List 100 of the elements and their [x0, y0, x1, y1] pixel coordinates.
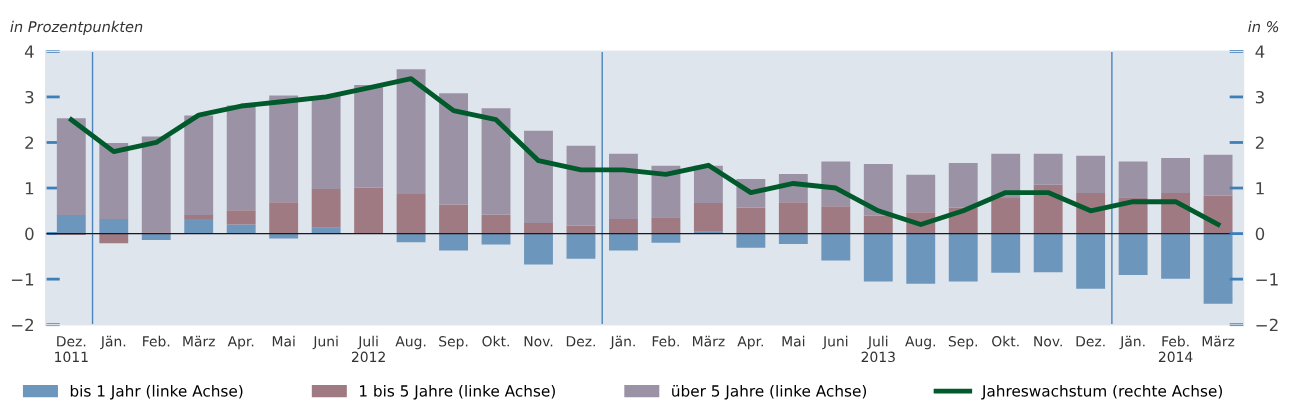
x-tick-label: Feb. — [143, 335, 170, 347]
x-tick-label: Aug. — [395, 336, 426, 350]
bar — [609, 153, 638, 220]
bar — [736, 233, 766, 248]
x-tick-label: März — [183, 335, 215, 347]
y2-tick-label: 1 — [1256, 182, 1264, 195]
bar — [863, 233, 893, 282]
y-tick-label: −2 — [11, 318, 34, 332]
bar — [778, 202, 808, 234]
x-tick-label: Feb. — [652, 335, 679, 347]
x-tick-label: Nov. — [524, 336, 553, 347]
x-tick-label: Dez. — [566, 336, 595, 347]
bar — [99, 142, 129, 220]
bar — [481, 108, 511, 215]
bar — [141, 233, 171, 240]
x-tick-label: Jän. — [100, 335, 126, 350]
bar — [439, 93, 468, 205]
bar — [1118, 161, 1148, 198]
x-tick-label: März — [693, 335, 725, 347]
x-tick-label: Dez. 1011 — [55, 336, 88, 363]
legend-label: Jahreswachstum (rechte Achse) — [981, 384, 1222, 400]
bar — [863, 163, 893, 216]
bar — [524, 233, 553, 265]
x-tick-label: Sep. — [948, 336, 978, 350]
bar — [439, 204, 468, 234]
x-tick-label: März — [1202, 335, 1235, 347]
bar — [56, 118, 86, 215]
bar — [226, 224, 256, 234]
bar — [651, 233, 681, 243]
bar — [141, 136, 171, 233]
y-tick-label: 2 — [25, 136, 34, 149]
bar — [184, 115, 214, 215]
y-tick-label: 1 — [25, 182, 34, 195]
legend-label: über 5 Jahre (linke Achse) — [672, 384, 867, 400]
bar — [99, 233, 129, 244]
bar — [906, 174, 936, 213]
bar — [439, 233, 468, 251]
bar — [184, 214, 214, 220]
x-tick-label: Juni — [822, 335, 848, 350]
bar — [948, 162, 978, 208]
bar — [1033, 153, 1063, 185]
bar — [396, 69, 426, 194]
bar — [354, 85, 384, 188]
bar — [609, 233, 638, 251]
bar — [906, 233, 936, 284]
bar — [524, 223, 553, 234]
x-tick-label: Nov. — [1034, 336, 1062, 347]
bar — [1203, 233, 1233, 304]
y-axis-title: in Prozentpunkten — [10, 20, 143, 35]
bar — [778, 233, 808, 245]
bar — [821, 206, 851, 234]
bar — [226, 105, 256, 211]
bar — [693, 203, 723, 232]
bar — [1076, 233, 1106, 289]
bar — [1161, 233, 1191, 279]
line-series — [68, 76, 1221, 227]
x-tick-label: Jän. — [609, 335, 635, 350]
bar — [1118, 233, 1148, 276]
x-tick-label: Juli 2013 — [861, 335, 895, 363]
legend-label: bis 1 Jahr (linke Achse) — [70, 384, 243, 400]
bar — [99, 219, 129, 234]
bar — [566, 233, 596, 259]
bar — [609, 219, 638, 234]
bar — [1076, 155, 1106, 194]
x-tick-label: Juni — [312, 335, 338, 350]
bar — [651, 165, 681, 218]
x-tick-label: Jän. — [1119, 335, 1145, 350]
bar — [991, 233, 1021, 273]
x-tick-label: Feb. 2014 — [1158, 335, 1193, 363]
y-tick-label: −1 — [11, 273, 34, 286]
bar — [396, 193, 426, 234]
bar — [269, 95, 299, 203]
bar — [184, 219, 214, 234]
x-tick-label: Apr. — [227, 336, 254, 350]
y2-tick-label: 4 — [1255, 45, 1265, 58]
bar — [948, 233, 978, 282]
bar — [821, 233, 851, 261]
legend-label: 1 bis 5 Jahre (linke Achse) — [360, 384, 555, 400]
x-tick-label: Dez. — [1076, 336, 1105, 347]
x-tick-label: Aug. — [905, 336, 936, 350]
bar — [991, 198, 1021, 234]
y2-tick-label: −2 — [1256, 318, 1278, 332]
bar — [1161, 157, 1191, 194]
bar — [524, 130, 553, 224]
bar — [651, 217, 681, 234]
bar — [56, 214, 86, 234]
bar — [311, 188, 341, 228]
bar — [269, 202, 299, 234]
y2-axis-title: in % — [1248, 20, 1279, 33]
x-tick-label: Okt. — [482, 335, 509, 347]
y2-tick-label: 0 — [1255, 227, 1265, 241]
bar — [311, 96, 341, 189]
x-tick-label: Juli 2012 — [351, 335, 385, 363]
bar — [1203, 154, 1233, 196]
y-tick-label: 0 — [25, 227, 34, 241]
bar — [481, 233, 511, 245]
bar — [396, 233, 426, 243]
bar — [863, 215, 893, 234]
x-tick-label: Apr. — [737, 336, 763, 350]
bar — [566, 145, 596, 226]
